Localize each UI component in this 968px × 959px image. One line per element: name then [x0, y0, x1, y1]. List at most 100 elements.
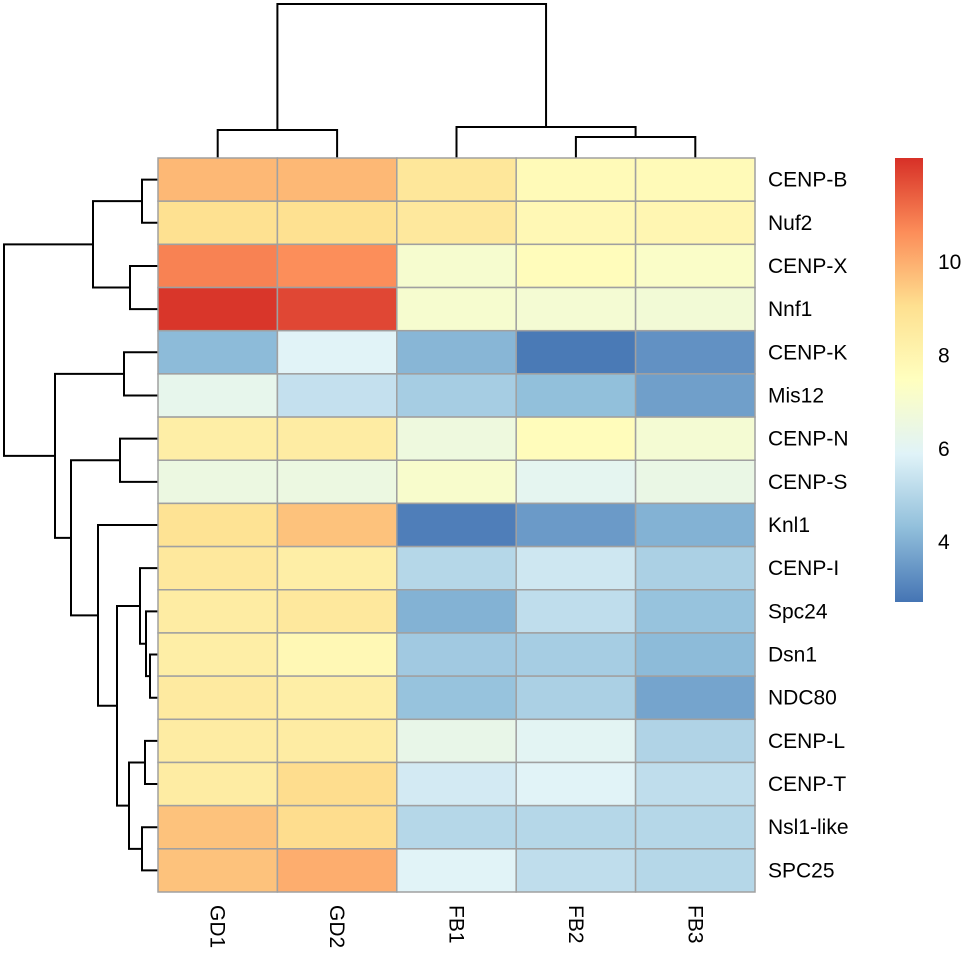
column-dendrogram-branch: [276, 3, 548, 130]
heatmap-cell: [396, 848, 517, 893]
heatmap-cell: [396, 200, 517, 246]
heatmap-cell: [157, 373, 279, 418]
row-dendrogram-branch: [149, 653, 158, 699]
heatmap-cell: [276, 502, 398, 548]
column-dendrogram-branch: [574, 136, 697, 158]
heatmap-cell: [515, 632, 637, 677]
colorbar-ticks: 4 6 8 10: [938, 251, 961, 554]
row-label: Spc24: [768, 600, 828, 623]
row-label: Nsl1-like: [768, 816, 849, 839]
heatmap-cell: [157, 761, 279, 807]
heatmap-cell: [396, 632, 517, 677]
row-dendrogram-branch: [141, 826, 158, 872]
heatmap-cell: [396, 718, 517, 764]
heatmap-cell: [634, 718, 756, 764]
heatmap-cell: [515, 848, 637, 893]
heatmap-cell: [634, 632, 756, 677]
column-dendrogram-branch: [455, 126, 637, 158]
column-label: GD1: [206, 905, 229, 948]
heatmap-cell: [276, 761, 398, 807]
column-label: FB1: [445, 905, 468, 944]
heatmap-cell: [634, 804, 756, 850]
heatmap-cell: [634, 459, 756, 505]
heatmap-cell: [515, 502, 637, 548]
row-label: Dsn1: [768, 644, 817, 667]
heatmap-cell: [515, 718, 637, 764]
heatmap-cell: [515, 243, 637, 289]
column-label: GD2: [325, 905, 348, 948]
heatmap-cell: [515, 157, 637, 202]
heatmap-cell: [515, 459, 637, 505]
row-dendrogram-branch: [144, 739, 158, 786]
heatmap-cell: [634, 502, 756, 548]
row-label: CENP-X: [768, 255, 847, 278]
heatmap-cell: [276, 157, 398, 202]
heatmap-cell: [515, 804, 637, 850]
row-label: Nuf2: [768, 212, 812, 235]
heatmap-cell: [396, 545, 517, 591]
heatmap-cell: [276, 804, 398, 850]
row-dendrogram-branch: [3, 243, 93, 457]
heatmap-cell: [396, 329, 517, 375]
column-dendrogram-branch: [216, 129, 339, 158]
heatmap-cell: [396, 286, 517, 332]
heatmap-cell: [276, 373, 398, 418]
colorbar-tick-label: 10: [938, 251, 961, 274]
row-label: CENP-K: [768, 341, 847, 364]
heatmap-cell: [634, 200, 756, 246]
row-label: Mis12: [768, 384, 824, 407]
heatmap-cell: [515, 373, 637, 418]
row-label: CENP-B: [768, 169, 847, 192]
row-label: CENP-N: [768, 428, 849, 451]
heatmap-cell: [515, 200, 637, 246]
heatmap-cell: [157, 243, 279, 289]
heatmap-cell: [634, 545, 756, 591]
heatmap-cell: [515, 761, 637, 807]
heatmap-cell: [634, 589, 756, 634]
colorbar: [895, 158, 923, 602]
row-label: Nnf1: [768, 298, 812, 321]
heatmap-cell: [157, 804, 279, 850]
heatmap-cell: [634, 761, 756, 807]
column-label: FB2: [564, 905, 587, 944]
row-dendrogram-branch: [139, 567, 158, 645]
row-label: NDC80: [768, 687, 837, 710]
row-label: CENP-I: [768, 557, 839, 580]
heatmap-cell: [157, 502, 279, 548]
row-dendrogram-branch: [119, 437, 158, 483]
heatmap-cell: [276, 416, 398, 461]
heatmap-cell: [396, 243, 517, 289]
heatmap-cell: [276, 329, 398, 375]
row-label: CENP-S: [768, 471, 847, 494]
heatmap-cell: [396, 459, 517, 505]
column-label: FB3: [683, 905, 706, 944]
heatmap-cell: [634, 286, 756, 332]
row-dendrogram-branch: [54, 372, 124, 539]
heatmap-cell: [276, 243, 398, 289]
heatmap-cell: [276, 718, 398, 764]
heatmap-cell: [396, 157, 517, 202]
heatmap-cell: [396, 373, 517, 418]
heatmap-cell: [157, 459, 279, 505]
heatmap-cell: [157, 675, 279, 721]
heatmap-cell: [634, 243, 756, 289]
row-label: Knl1: [768, 514, 810, 537]
heatmap-cell: [157, 632, 279, 677]
heatmap-cell: [157, 718, 279, 764]
row-label: CENP-T: [768, 773, 846, 796]
heatmap-cell: [396, 804, 517, 850]
heatmap-cell: [157, 286, 279, 332]
row-dendrogram-branch: [129, 264, 158, 311]
colorbar-tick-label: 4: [938, 531, 950, 554]
row-dendrogram: [3, 178, 158, 872]
heatmap-cell: [276, 589, 398, 634]
row-dendrogram-branch: [70, 459, 120, 617]
heatmap-cell: [157, 200, 279, 246]
heatmap-cell: [515, 416, 637, 461]
heatmap-cell: [276, 675, 398, 721]
heatmap-cell: [634, 373, 756, 418]
heatmap-cell: [634, 675, 756, 721]
heatmap-cell: [515, 675, 637, 721]
heatmap-cell: [157, 545, 279, 591]
heatmap-cell: [396, 589, 517, 634]
